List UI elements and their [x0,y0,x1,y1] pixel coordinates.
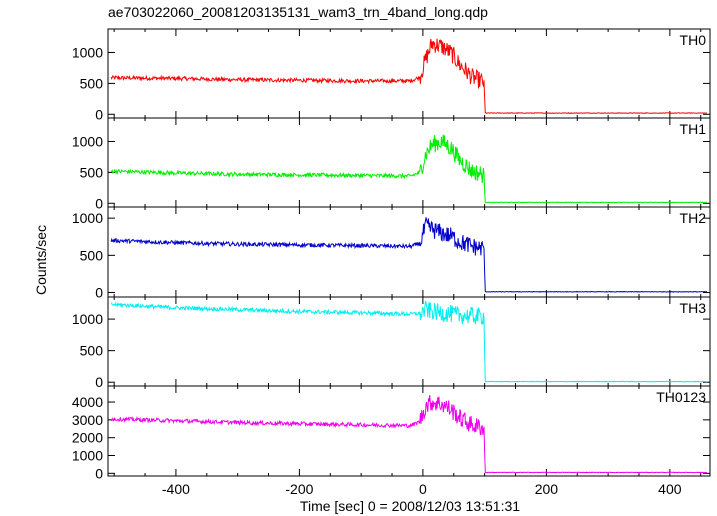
panel-TH0: 0 500 1000 TH0 [72,28,711,122]
x-tick-label: -400 [162,481,190,497]
chart-title: ae703022060_20081203135131_wam3_trn_4ban… [108,4,488,20]
panel-TH3: 0 500 1000 TH3 [72,296,711,390]
series-line-TH1 [110,134,707,204]
series-line-TH2 [110,217,707,293]
y-tick-label: 1000 [72,44,103,60]
x-tick-label: 200 [535,481,559,497]
x-tick-label: 0 [419,481,427,497]
y-tick-label: 2000 [72,430,103,446]
y-axis-label: Counts/sec [33,225,49,295]
y-tick-label: 1000 [72,448,103,464]
panels: 0 500 1000 TH0 0 500 1000 TH1 0 500 1000 TH2 0 500 100… [72,28,711,497]
series-line-TH0123 [110,395,707,474]
y-tick-label: 4000 [72,394,103,410]
y-tick-label: 500 [80,75,104,91]
panel-frame [107,206,711,298]
x-axis-label: Time [sec] 0 = 2008/12/03 13:51:31 [300,498,520,514]
y-tick-label: 0 [95,106,103,122]
panel-label: TH3 [680,300,707,316]
panel-label: TH0 [680,32,707,48]
panel-TH2: 0 500 1000 TH2 [72,206,711,301]
y-tick-label: 3000 [72,412,103,428]
panel-label: TH2 [680,210,707,226]
x-tick-label: -200 [285,481,313,497]
panel-frame [107,296,711,387]
y-tick-label: 1000 [72,210,103,226]
panel-TH1: 0 500 1000 TH1 [72,117,711,211]
y-tick-label: 0 [95,285,103,301]
panel-frame [107,28,711,119]
panel-frame [107,117,711,208]
y-tick-label: 1000 [72,133,103,149]
panel-label: TH0123 [656,389,706,405]
y-tick-label: 0 [95,465,103,481]
y-tick-label: 500 [80,247,104,263]
y-tick-label: 500 [80,343,104,359]
panel-frame [107,385,711,477]
series-line-TH0 [110,38,708,114]
x-tick-label: 400 [658,481,682,497]
y-tick-label: 0 [95,195,103,211]
series-line-TH3 [111,300,707,383]
panel-label: TH1 [680,121,707,137]
y-tick-label: 0 [95,374,103,390]
y-tick-label: 500 [80,164,104,180]
y-tick-label: 1000 [72,311,103,327]
